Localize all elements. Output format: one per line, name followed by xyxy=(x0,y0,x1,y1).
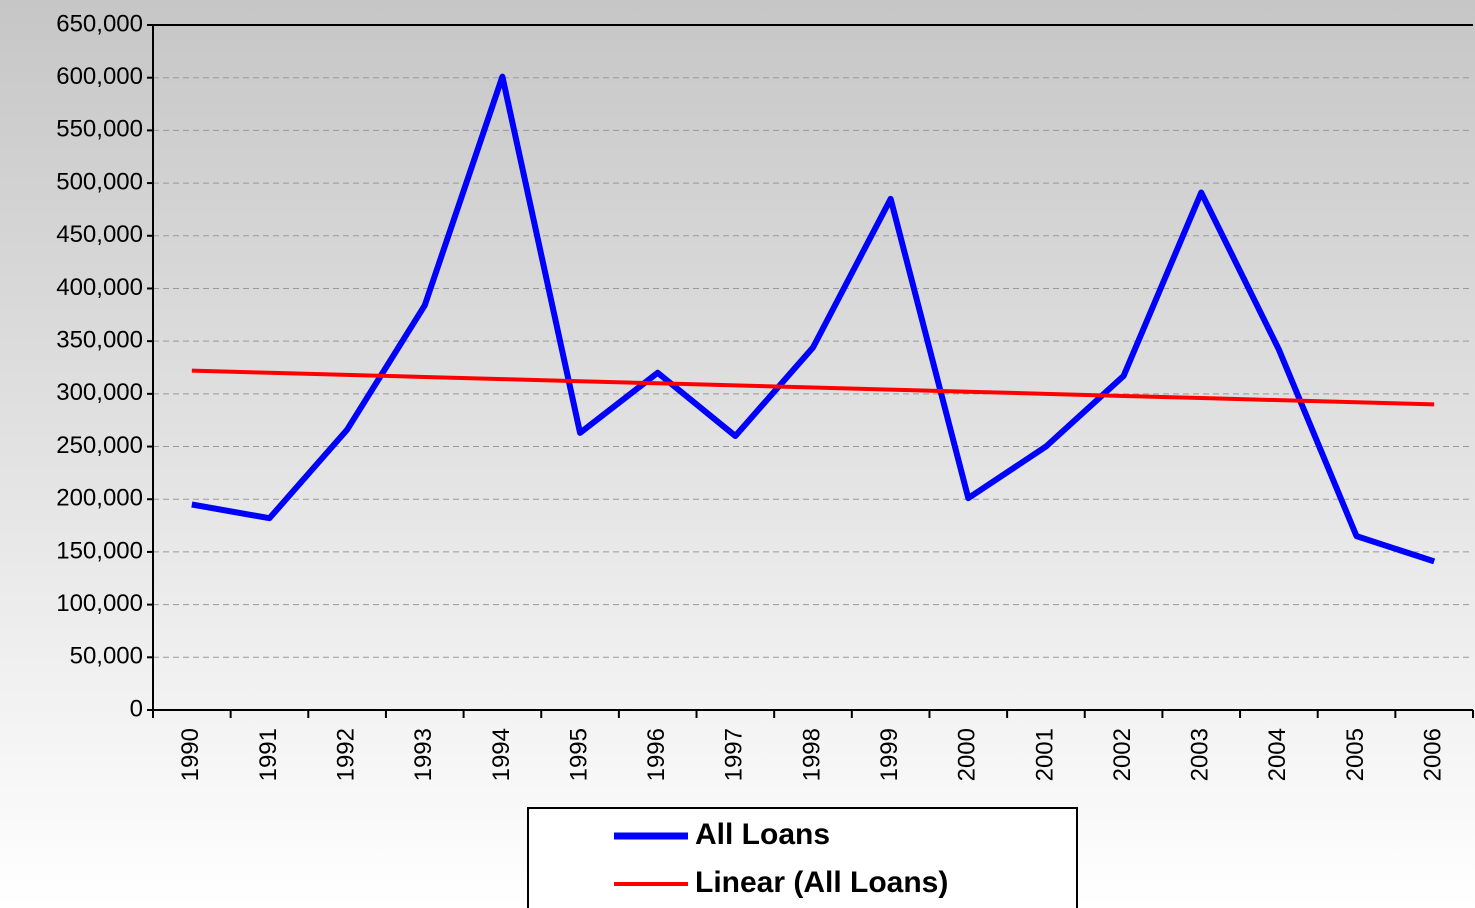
y-tick-label: 650,000 xyxy=(56,10,143,37)
y-tick-label: 600,000 xyxy=(56,63,143,90)
legend-label: All Loans xyxy=(695,818,830,851)
x-tick-label: 2002 xyxy=(1109,728,1136,781)
x-tick-label: 1994 xyxy=(488,728,515,781)
y-tick-label: 550,000 xyxy=(56,116,143,143)
x-tick-label: 1991 xyxy=(255,728,282,781)
x-tick-label: 2006 xyxy=(1420,728,1447,781)
plot: 0 50,000 100,000 150,000 200,000 250,000 300,0… xyxy=(56,10,1474,781)
x-tick-label: 1995 xyxy=(565,728,592,781)
y-tick-label: 0 xyxy=(130,695,143,722)
series-line xyxy=(191,73,1436,565)
x-tick-label: 1998 xyxy=(798,728,825,781)
x-tick-label: 2005 xyxy=(1342,728,1369,781)
y-tick-label: 300,000 xyxy=(56,379,143,406)
x-tick-label: 1997 xyxy=(721,728,748,781)
x-tick-label: 1996 xyxy=(643,728,670,781)
x-tick-label: 2001 xyxy=(1031,728,1058,781)
x-tick-label: 1999 xyxy=(876,728,903,781)
x-tick-label: 2004 xyxy=(1264,728,1291,781)
x-tick-label: 1990 xyxy=(177,728,204,781)
y-tick-label: 50,000 xyxy=(70,643,143,670)
y-tick-label: 200,000 xyxy=(56,485,143,512)
y-tick-label: 400,000 xyxy=(56,274,143,301)
x-tick-label: 1992 xyxy=(332,728,359,781)
y-tick-label: 350,000 xyxy=(56,326,143,353)
legend-box xyxy=(527,807,1078,908)
y-tick-label: 500,000 xyxy=(56,168,143,195)
legend: All Loans Linear (All Loans) xyxy=(527,807,1078,908)
x-tick-label: 2000 xyxy=(954,728,981,781)
legend-label: Linear (All Loans) xyxy=(695,866,948,899)
y-tick-label: 250,000 xyxy=(56,432,143,459)
x-tick-label: 2003 xyxy=(1187,728,1214,781)
y-tick-label: 450,000 xyxy=(56,221,143,248)
series-line xyxy=(191,368,1435,407)
x-tick-label: 1993 xyxy=(410,728,437,781)
y-tick-label: 150,000 xyxy=(56,537,143,564)
y-tick-label: 100,000 xyxy=(56,590,143,617)
